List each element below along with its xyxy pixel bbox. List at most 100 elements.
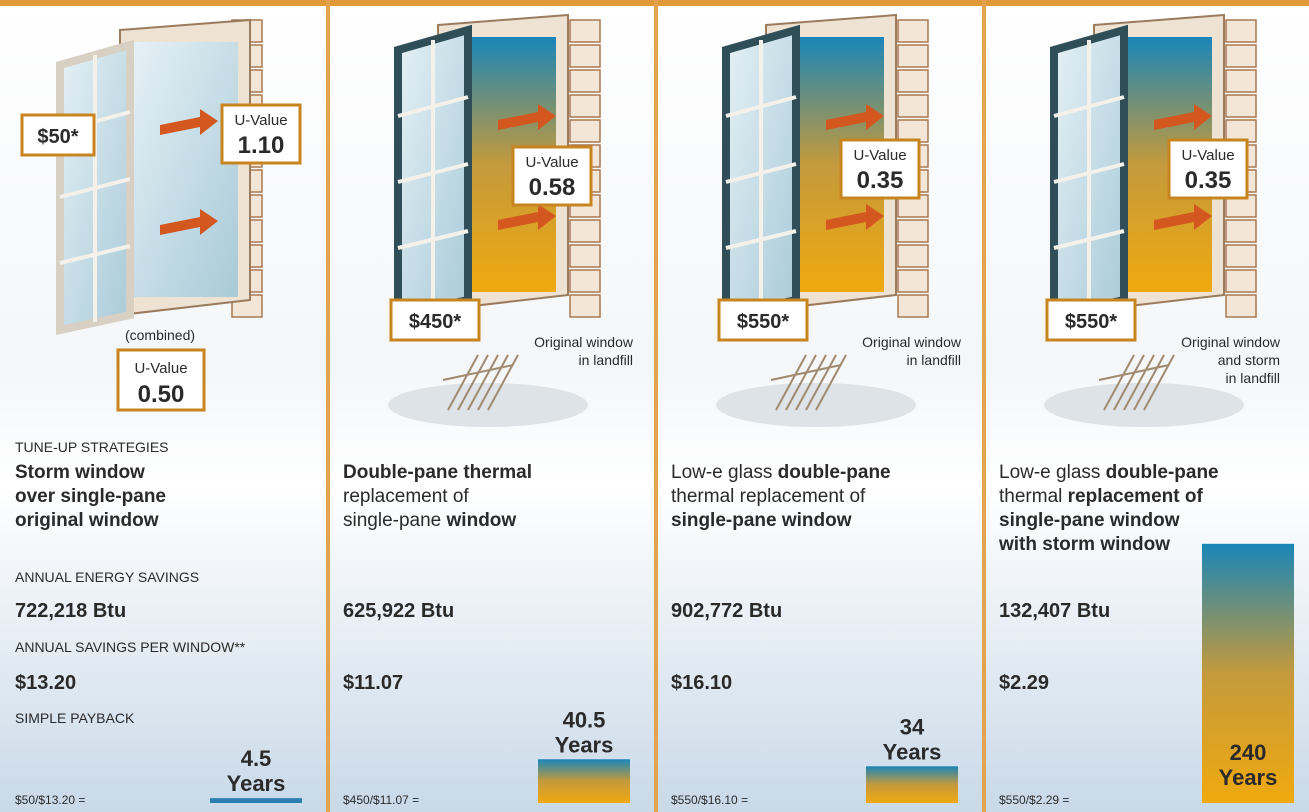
landfill-label: in landfill [579,352,633,368]
siding [898,245,928,267]
strategy-title: single-pane window [671,510,852,531]
price: $550* [737,311,789,333]
section-label: TUNE-UP STRATEGIES [15,439,169,455]
siding [898,295,928,317]
payback-years: 4.5 [241,746,272,771]
strategy-title: Double-pane thermal [343,462,532,483]
payback-years: 34 [900,714,925,739]
u-value-label: U-Value [853,147,906,164]
title-segment: Low-e glass [671,462,778,483]
siding [570,120,600,142]
title-segment: Low-e glass [999,462,1106,483]
title-segment: Storm window [15,462,145,483]
strategy-title: thermal replacement of [999,486,1203,507]
title-segment: thermal [999,486,1068,507]
payback-formula: $450/$11.07 = [343,793,419,807]
payback-formula: $50/$13.20 = [15,793,85,807]
siding [898,270,928,292]
landfill-label: in landfill [1226,370,1280,386]
u-value: 1.10 [238,132,285,159]
energy-savings: 722,218 Btu [15,600,126,622]
price: $50* [37,126,78,148]
payback-unit: Years [883,739,942,764]
payback-bar [866,766,958,803]
payback-bar [538,759,630,803]
payback-formula: $550/$16.10 = [671,793,748,807]
u-value-label: U-Value [525,154,578,171]
u-value-label: U-Value [1181,147,1234,164]
section-label: ANNUAL ENERGY SAVINGS [15,569,199,585]
energy-savings: 902,772 Btu [671,600,782,622]
title-segment: single-pane window [999,510,1180,531]
title-segment: thermal replacement of [671,486,866,507]
siding [570,95,600,117]
siding [570,295,600,317]
strategy-title: single-pane window [343,510,516,531]
payback-years: 40.5 [563,707,606,732]
siding [570,45,600,67]
savings-per-window: $13.20 [15,672,76,694]
price: $450* [409,311,461,333]
strategy-title: over single-pane [15,486,166,507]
payback-unit: Years [555,732,614,757]
landfill-label: in landfill [907,352,961,368]
siding [1226,295,1256,317]
siding [570,70,600,92]
siding [898,70,928,92]
combined-u-value-label: U-Value [134,360,187,377]
savings-per-window: $16.10 [671,672,732,694]
title-segment: over single-pane [15,486,166,507]
strategy-title: replacement of [343,486,469,507]
savings-per-window: $11.07 [343,672,403,694]
siding [570,20,600,42]
title-segment: original window [15,510,159,531]
strategy-title: Low-e glass double-pane [671,462,891,483]
title-segment: single-pane window [671,510,852,531]
strategy-title: single-pane window [999,510,1180,531]
title-segment: window [446,510,517,531]
siding [1226,220,1256,242]
landfill-label: Original window [1181,334,1281,350]
u-value: 0.35 [1185,167,1232,194]
title-segment: Double-pane thermal [343,462,532,483]
energy-savings: 625,922 Btu [343,600,454,622]
payback-formula: $550/$2.29 = [999,793,1069,807]
pane [132,42,238,297]
title-segment: replacement of [343,486,469,507]
title-segment: double-pane [778,462,891,483]
title-segment: double-pane [1106,462,1219,483]
siding [1226,95,1256,117]
strategy-title: original window [15,510,159,531]
column-divider [326,0,330,812]
column-divider [654,0,658,812]
title-segment: with storm window [998,534,1170,555]
siding [1226,245,1256,267]
payback-unit: Years [227,771,286,796]
siding [1226,70,1256,92]
siding [1226,45,1256,67]
landfill-label: Original window [862,334,962,350]
siding [570,270,600,292]
siding [570,220,600,242]
u-value: 0.35 [857,167,904,194]
combined-u-value: 0.50 [138,381,185,408]
combined-label: (combined) [125,327,195,343]
payback-years: 240 [1230,740,1267,765]
siding [1226,270,1256,292]
payback-bar [210,798,302,803]
section-label: ANNUAL SAVINGS PER WINDOW** [15,639,246,655]
title-segment: single-pane [343,510,447,531]
window-illustration [60,20,262,330]
payback-unit: Years [1219,765,1278,790]
infographic: $50* U-Value 1.10 (combined) U-Value 0.50 Stor… [0,0,1309,812]
siding [898,220,928,242]
siding [1226,20,1256,42]
landfill-label: Original window [534,334,634,350]
u-value: 0.58 [529,174,576,201]
strategy-title: thermal replacement of [671,486,866,507]
strategy-title: with storm window [998,534,1170,555]
price: $550* [1065,311,1117,333]
energy-savings: 132,407 Btu [999,600,1110,622]
savings-per-window: $2.29 [999,672,1049,694]
column-divider [982,0,986,812]
